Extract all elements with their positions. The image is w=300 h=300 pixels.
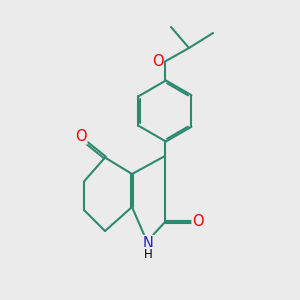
Text: N: N xyxy=(143,236,154,250)
Text: H: H xyxy=(144,248,153,261)
Text: O: O xyxy=(152,54,163,69)
Text: O: O xyxy=(192,214,204,230)
Text: O: O xyxy=(75,129,87,144)
